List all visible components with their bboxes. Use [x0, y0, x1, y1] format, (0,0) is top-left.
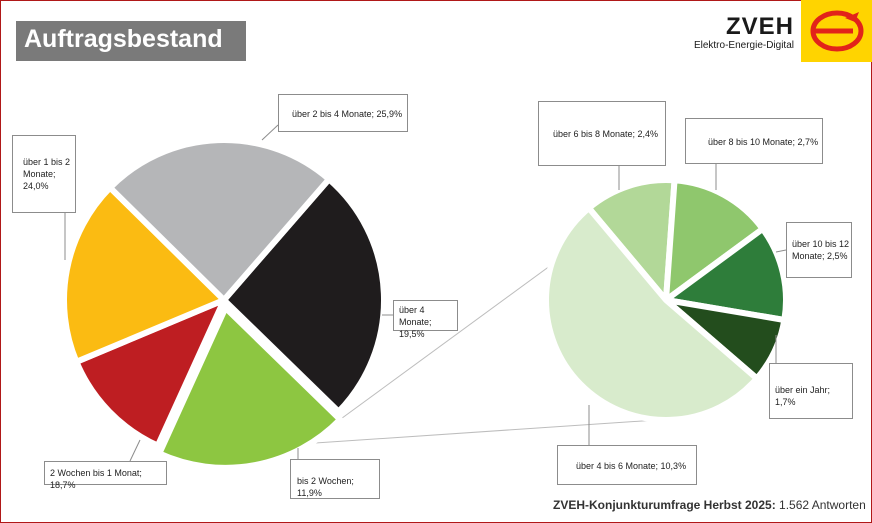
label-main-up-to-2-weeks: bis 2 Wochen; 11,9% [290, 459, 380, 499]
main-pie-slice-4 [107, 137, 332, 303]
survey-respondents: 1.562 Antworten [779, 498, 866, 512]
main-pie-slice-1 [156, 304, 344, 471]
e-mark-icon [810, 10, 864, 52]
zveh-logo-mark [801, 0, 872, 62]
label-main-2-weeks-1-month: 2 Wochen bis 1 Monat; 18,7% [44, 461, 167, 490]
label-detail-over-one-year: über ein Jahr; 1,7% [769, 363, 853, 419]
label-detail-8-10-months: über 8 bis 10 Monate; 2,7% [685, 118, 823, 164]
detail-pie-slice-0 [585, 177, 678, 303]
detail-pie [543, 177, 789, 423]
leader-line [261, 124, 279, 141]
detail-pie-slice-4 [543, 205, 760, 423]
chart-title: Auftragsbestand [24, 25, 223, 53]
main-pie-slice-3 [61, 184, 227, 365]
label-main-1-2-months: über 1 bis 2 Monate; 24,0% [12, 135, 76, 213]
survey-footnote: ZVEH-Konjunkturumfrage Herbst 2025: 1.56… [553, 498, 866, 512]
survey-source: ZVEH-Konjunkturumfrage Herbst 2025: [553, 498, 776, 512]
main-pie [61, 137, 387, 471]
main-pie-slice-0 [221, 176, 387, 415]
leader-lines [64, 124, 787, 462]
leader-line [129, 439, 141, 462]
zveh-logo-text: ZVEH Elektro-Energie-Digital [684, 14, 794, 52]
logo-name: ZVEH [725, 13, 794, 40]
label-detail-4-6-months: über 4 bis 6 Monate; 10,3% [557, 445, 697, 485]
logo-tagline: Elektro-Energie-Digital [693, 40, 794, 51]
label-detail-6-8-months: über 6 bis 8 Monate; 2,4% [538, 101, 666, 166]
label-1-2-text: über 1 bis 2 Monate; 24,0% [23, 157, 71, 191]
label-main-over-4-months: über 4 Monate; 19,5% [393, 300, 458, 339]
title-banner: Auftragsbestand [16, 21, 246, 61]
detail-pie-slice-1 [663, 177, 766, 303]
main-pie-slice-2 [73, 297, 227, 449]
label-detail-10-12-months: über 10 bis 12 Monate; 2,5% [786, 222, 852, 278]
detail-pie-slice-2 [663, 225, 789, 323]
leader-line [775, 249, 787, 253]
label-main-2-4-months: über 2 bis 4 Monate; 25,9% [278, 94, 408, 132]
